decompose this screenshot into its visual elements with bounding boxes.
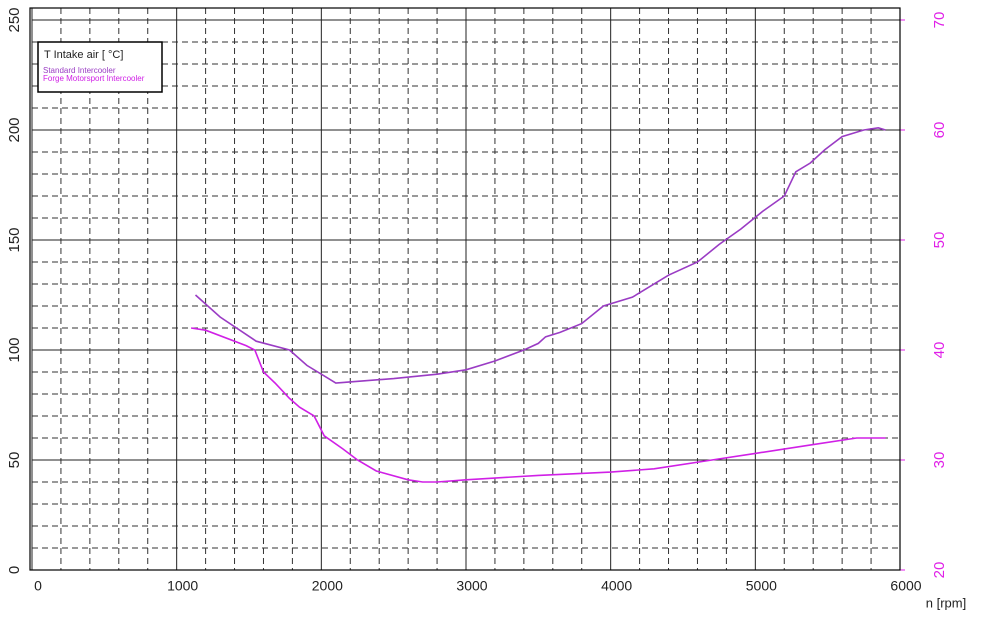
legend-box: [37, 41, 163, 93]
y2-tick-label: 50: [931, 232, 948, 249]
x-tick-label: 2000: [312, 578, 343, 594]
legend-entry: Forge Motorsport Intercooler: [43, 74, 145, 83]
x-axis-label: n [rpm]: [926, 595, 966, 610]
lines: [190, 126, 886, 483]
series-line: [194, 126, 886, 384]
y-tick-label: 50: [6, 452, 23, 469]
y-tick-label: 200: [6, 117, 23, 142]
series-line: [190, 327, 886, 483]
legend-title: T Intake air [ °C]: [44, 49, 123, 61]
x-tick-label: 0: [34, 578, 42, 594]
x-tick-label: 4000: [601, 578, 632, 594]
y2-tick-label: 30: [931, 452, 948, 469]
y-tick-label: 0: [6, 566, 23, 574]
x-tick-label: 1000: [167, 578, 198, 594]
y-tick-label: 250: [6, 7, 23, 32]
y-tick-label: 100: [6, 337, 23, 362]
x-tick-label: 6000: [890, 578, 921, 594]
x-tick-label: 5000: [746, 578, 777, 594]
x-tick-label: 3000: [456, 578, 487, 594]
grid: [29, 7, 905, 571]
plot-frame: [29, 7, 901, 571]
y2-tick-label: 60: [931, 122, 948, 139]
y2-tick-label: 70: [931, 12, 948, 29]
y-tick-label: 150: [6, 227, 23, 252]
y2-tick-label: 40: [931, 342, 948, 359]
y2-tick-label: 20: [931, 562, 948, 579]
legend-entry: Standard Intercooler: [43, 66, 116, 75]
